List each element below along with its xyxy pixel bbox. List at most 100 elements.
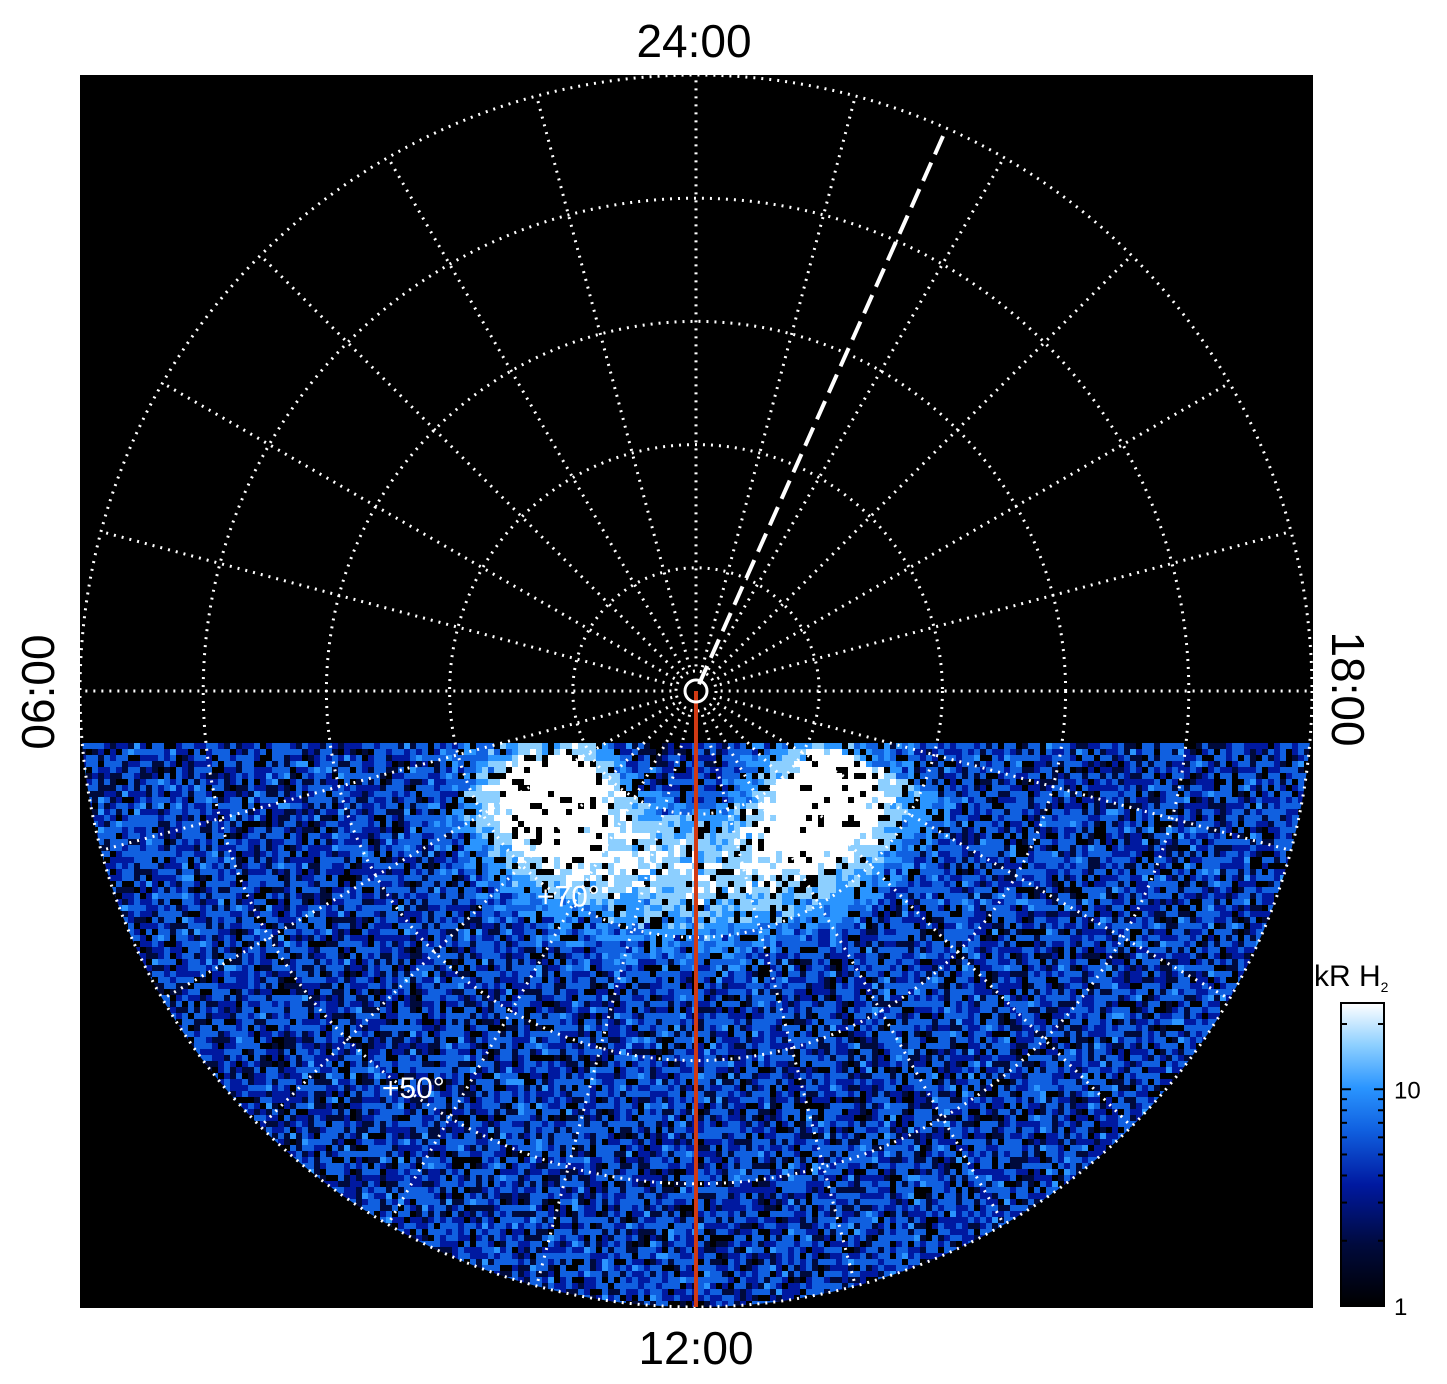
emission-cell <box>836 749 842 759</box>
emission-cell <box>1028 809 1034 819</box>
emission-cell <box>866 761 872 771</box>
emission-cell <box>1250 743 1256 753</box>
emission-cell <box>794 851 800 861</box>
emission-cell <box>1010 869 1016 879</box>
emission-cell <box>218 875 224 885</box>
emission-cell <box>1106 809 1112 819</box>
emission-cell <box>980 743 986 753</box>
emission-cell <box>326 791 332 801</box>
emission-cell <box>530 869 536 879</box>
emission-cell <box>1262 761 1268 771</box>
emission-cell <box>860 821 866 831</box>
emission-cell <box>368 815 374 825</box>
emission-cell <box>242 797 248 807</box>
emission-cell <box>986 833 992 843</box>
emission-cell <box>1046 809 1052 819</box>
emission-cell <box>464 767 470 777</box>
emission-cell <box>362 869 368 879</box>
emission-cell <box>392 743 398 753</box>
emission-cell <box>698 863 704 873</box>
emission-cell <box>464 845 470 855</box>
emission-cell <box>1148 857 1154 867</box>
emission-cell <box>746 773 752 783</box>
emission-cell <box>926 869 932 879</box>
emission-cell <box>344 857 350 867</box>
emission-cell <box>788 803 794 813</box>
emission-cell <box>158 755 164 765</box>
emission-cell <box>110 797 116 807</box>
emission-cell <box>824 755 830 765</box>
emission-cell <box>110 809 116 819</box>
emission-cell <box>710 761 716 771</box>
emission-cell <box>254 833 260 843</box>
emission-cell <box>542 869 548 879</box>
emission-cell <box>290 797 296 807</box>
emission-cell <box>758 839 764 849</box>
emission-cell <box>836 755 842 765</box>
emission-cell <box>212 857 218 867</box>
emission-cell <box>248 881 254 891</box>
emission-cell <box>938 815 944 825</box>
emission-cell <box>908 827 914 837</box>
emission-cell <box>104 827 110 837</box>
emission-cell <box>1244 791 1250 801</box>
emission-cell <box>860 857 866 867</box>
emission-cell <box>188 755 194 765</box>
emission-cell <box>1268 881 1274 891</box>
emission-cell <box>446 761 452 771</box>
emission-cell <box>146 851 152 861</box>
emission-cell <box>722 827 728 837</box>
emission-cell <box>146 785 152 795</box>
emission-cell <box>212 839 218 849</box>
emission-cell <box>92 809 98 819</box>
emission-cell <box>500 875 506 885</box>
emission-cell <box>584 815 590 825</box>
emission-cell <box>128 887 134 897</box>
emission-cell <box>1052 827 1058 837</box>
emission-cell <box>1154 791 1160 801</box>
emission-cell <box>476 791 482 801</box>
emission-cell <box>590 803 596 813</box>
emission-cell <box>356 857 362 867</box>
emission-cell <box>134 803 140 813</box>
emission-cell <box>380 857 386 867</box>
emission-cell <box>122 887 128 897</box>
emission-cell <box>134 743 140 753</box>
emission-cell <box>134 821 140 831</box>
emission-cell <box>98 803 104 813</box>
emission-cell <box>1250 809 1256 819</box>
emission-cell <box>956 827 962 837</box>
emission-cell <box>194 773 200 783</box>
emission-cell <box>650 863 656 873</box>
emission-cell <box>818 839 824 849</box>
emission-cell <box>1262 785 1268 795</box>
emission-cell <box>944 785 950 795</box>
emission-cell <box>1196 869 1202 879</box>
emission-cell <box>302 755 308 765</box>
emission-cell <box>536 803 542 813</box>
emission-cell <box>266 785 272 795</box>
emission-cell <box>1136 779 1142 789</box>
emission-cell <box>218 767 224 777</box>
emission-cell <box>422 755 428 765</box>
emission-cell <box>968 767 974 777</box>
emission-cell <box>482 875 488 885</box>
emission-cell <box>158 761 164 771</box>
emission-cell <box>362 839 368 849</box>
emission-cell <box>782 887 788 897</box>
emission-cell <box>686 845 692 855</box>
emission-cell <box>320 881 326 891</box>
emission-cell <box>614 869 620 879</box>
emission-cell <box>122 839 128 849</box>
emission-cell <box>302 857 308 867</box>
emission-cell <box>674 803 680 813</box>
emission-cell <box>1100 773 1106 783</box>
emission-cell <box>1172 875 1178 885</box>
emission-cell <box>1040 809 1046 819</box>
emission-cell <box>806 767 812 777</box>
emission-cell <box>1046 743 1052 753</box>
emission-cell <box>560 845 566 855</box>
emission-cell <box>194 755 200 765</box>
emission-cell <box>458 869 464 879</box>
emission-cell <box>950 785 956 795</box>
